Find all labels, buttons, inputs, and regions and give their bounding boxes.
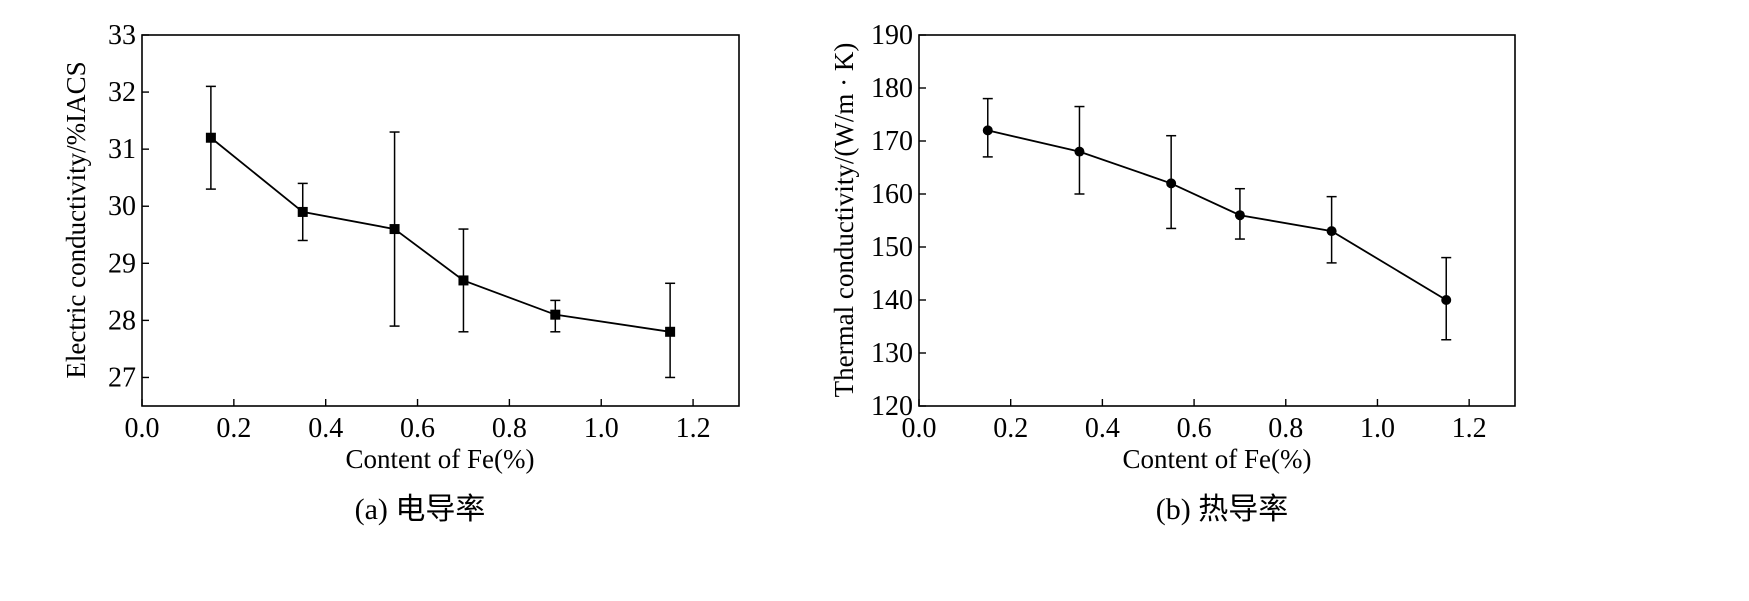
- y-tick-label: 33: [108, 20, 136, 51]
- data-point: [1166, 178, 1177, 189]
- x-tick-label: 1.0: [584, 413, 619, 444]
- data-point: [205, 132, 216, 143]
- x-tick-label: 1.0: [1360, 413, 1395, 444]
- x-tick-label: 0.0: [125, 413, 160, 444]
- y-axis-label: Thermal conductivity/(W/m · K): [829, 43, 859, 398]
- x-tick-label: 0.2: [993, 413, 1028, 444]
- y-tick-label: 27: [108, 362, 136, 393]
- panel-caption: (a) 电导率: [355, 493, 486, 526]
- data-point: [982, 125, 993, 136]
- data-point: [665, 326, 676, 337]
- y-tick-label: 140: [871, 285, 913, 316]
- x-tick-label: 1.2: [1452, 413, 1487, 444]
- y-tick-label: 180: [871, 73, 913, 104]
- x-tick-label: 0.2: [216, 413, 251, 444]
- y-tick-label: 160: [871, 179, 913, 210]
- x-tick-label: 0.4: [308, 413, 343, 444]
- x-tick-label: 0.6: [1177, 413, 1212, 444]
- data-point: [1441, 295, 1452, 305]
- y-tick-label: 130: [871, 338, 913, 369]
- x-axis-label: Content of Fe(%): [346, 444, 535, 474]
- y-tick-label: 170: [871, 126, 913, 157]
- x-tick-label: 0.0: [902, 413, 937, 444]
- chart-panel-b: 0.0 0.2 0.4 0.6 0.8 1.0 1.2 120 130 140 150 160 170 1…: [829, 20, 1516, 526]
- data-point: [550, 309, 561, 320]
- y-tick-label: 31: [108, 134, 136, 165]
- chart-panel-a: 0.0 0.2 0.4 0.6 0.8 1.0 1.2 27 28 29 30 31 32 33 Conte…: [61, 20, 740, 526]
- series-line: [987, 129, 1447, 301]
- plot-frame: [918, 34, 1516, 407]
- x-axis-label: Content of Fe(%): [1123, 444, 1312, 474]
- y-tick-label: 30: [108, 191, 136, 222]
- x-tick-label: 0.8: [492, 413, 527, 444]
- data-point: [1074, 146, 1085, 157]
- plot-frame: [141, 34, 740, 407]
- x-tick-label: 0.4: [1085, 413, 1120, 444]
- y-tick-label: 120: [871, 391, 913, 422]
- x-tick-label: 0.8: [1268, 413, 1303, 444]
- y-tick-label: 190: [871, 20, 913, 51]
- data-point: [1326, 226, 1337, 237]
- y-tick-label: 29: [108, 248, 136, 279]
- y-tick-label: 28: [108, 305, 136, 336]
- y-tick-label: 150: [871, 232, 913, 263]
- panel-caption: (b) 热导率: [1156, 493, 1288, 526]
- x-tick-label: 0.6: [400, 413, 435, 444]
- data-point: [1234, 210, 1245, 221]
- series-line: [210, 137, 671, 333]
- x-tick-label: 1.2: [676, 413, 711, 444]
- data-point: [389, 224, 400, 235]
- data-point: [297, 206, 308, 217]
- y-tick-label: 32: [108, 77, 136, 108]
- data-point: [458, 275, 469, 286]
- y-axis-label: Electric conductivity/%IACS: [61, 61, 91, 378]
